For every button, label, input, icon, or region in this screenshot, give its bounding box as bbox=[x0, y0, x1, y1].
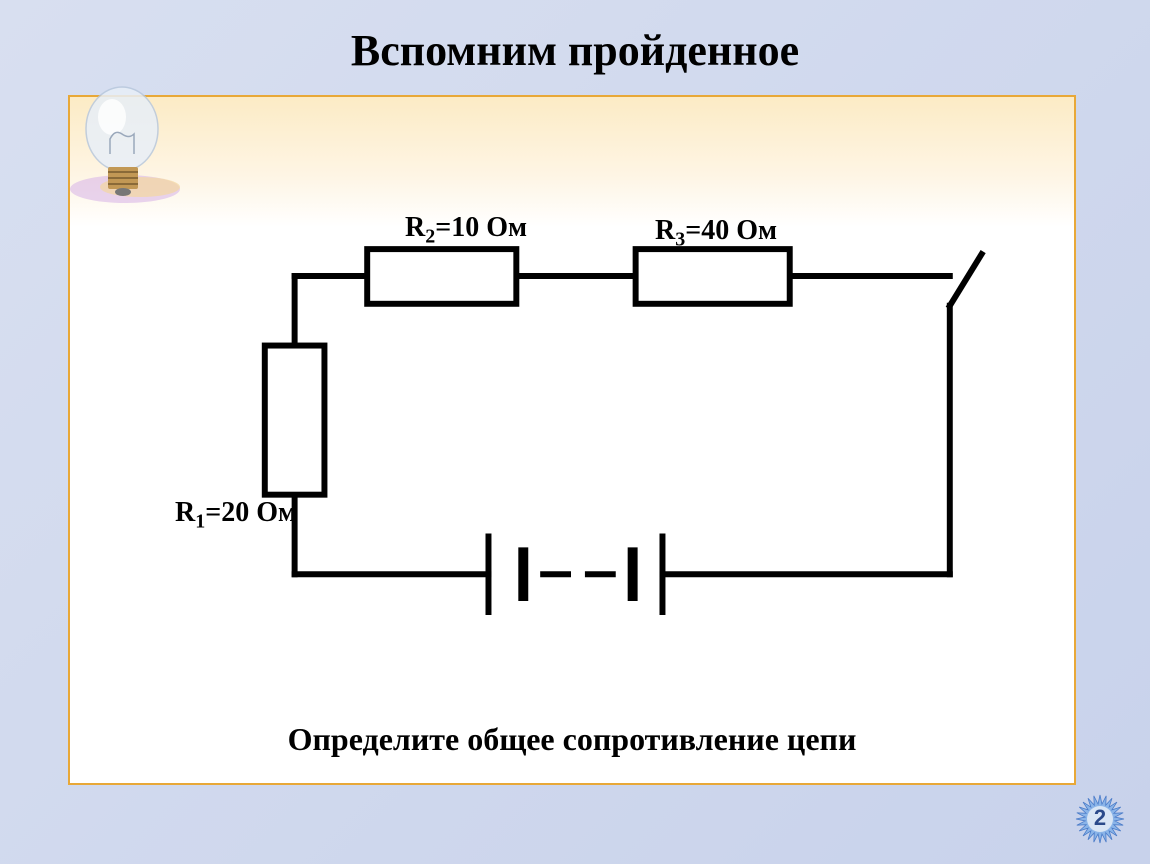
page-title: Вспомним пройденное bbox=[0, 0, 1150, 76]
r1-label: R1=20 Ом bbox=[175, 497, 297, 534]
circuit-diagram bbox=[70, 97, 1074, 783]
question-caption: Определите общее сопротивление цепи bbox=[70, 721, 1074, 758]
page-number-badge: 2 bbox=[1075, 794, 1125, 844]
r2-label: R2=10 Ом bbox=[405, 212, 527, 249]
page-number-text: 2 bbox=[1094, 805, 1106, 830]
r3-label: R3=40 Ом bbox=[655, 215, 777, 252]
content-frame: R1=20 Ом R2=10 Ом R3=40 Ом Определите об… bbox=[68, 95, 1076, 785]
